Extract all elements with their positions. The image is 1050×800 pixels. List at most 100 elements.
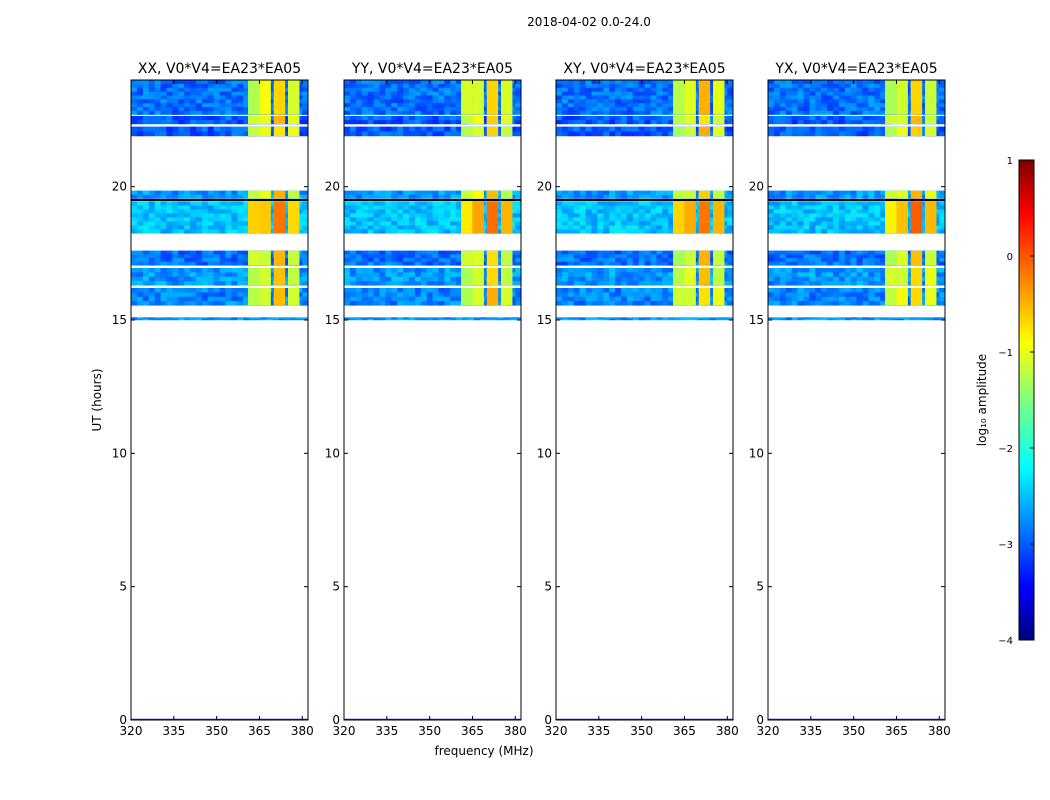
noise-cell bbox=[190, 131, 197, 137]
noise-cell bbox=[201, 317, 209, 320]
noise-cell bbox=[779, 190, 787, 196]
noise-cell bbox=[450, 292, 457, 298]
noise-cell bbox=[361, 190, 368, 196]
noise-cell bbox=[414, 194, 422, 200]
noise-cell bbox=[166, 209, 173, 214]
noise-cell bbox=[225, 254, 232, 259]
noise-cell bbox=[832, 87, 840, 92]
noise-cell bbox=[367, 272, 374, 278]
noise-cell bbox=[815, 296, 822, 302]
noise-cell bbox=[450, 120, 457, 125]
noise-cell bbox=[284, 106, 291, 112]
noise-cell bbox=[231, 80, 238, 85]
noise-cell bbox=[231, 221, 238, 226]
noise-cell bbox=[213, 229, 220, 234]
noise-cell bbox=[668, 292, 675, 298]
noise-cell bbox=[201, 268, 209, 273]
noise-cell bbox=[207, 205, 214, 210]
noise-cell bbox=[444, 268, 451, 273]
noise-cell bbox=[207, 250, 214, 255]
noise-cell bbox=[715, 317, 722, 320]
noise-cell bbox=[785, 80, 792, 85]
noise-cell bbox=[225, 110, 232, 116]
noise-cell bbox=[195, 221, 203, 226]
noise-cell bbox=[809, 194, 816, 200]
noise-cell bbox=[213, 91, 220, 96]
noise-cell bbox=[302, 126, 308, 132]
noise-cell bbox=[497, 83, 504, 89]
noise-cell bbox=[379, 225, 386, 230]
colorbar-tick-label: −1 bbox=[998, 348, 1013, 359]
noise-cell bbox=[515, 87, 521, 92]
noise-cell bbox=[791, 281, 798, 286]
noise-cell bbox=[644, 213, 651, 218]
noise-cell bbox=[573, 110, 580, 116]
noise-cell bbox=[414, 120, 422, 125]
noise-cell bbox=[773, 281, 781, 286]
noise-cell bbox=[556, 99, 563, 104]
noise-cell bbox=[880, 95, 887, 100]
noise-cell bbox=[438, 209, 445, 214]
noise-cell bbox=[136, 276, 144, 282]
noise-cell bbox=[166, 250, 173, 255]
noise-cell bbox=[850, 91, 857, 96]
noise-cell bbox=[207, 83, 214, 89]
noise-cell bbox=[626, 106, 634, 112]
noise-cell bbox=[597, 190, 604, 196]
noise-cell bbox=[785, 296, 792, 302]
noise-cell bbox=[779, 318, 787, 321]
noise-cell bbox=[243, 91, 250, 96]
noise-cell bbox=[391, 201, 398, 206]
noise-cell bbox=[579, 83, 586, 89]
noise-cell bbox=[184, 221, 191, 226]
noise-cell bbox=[207, 194, 214, 200]
noise-cell bbox=[497, 250, 504, 255]
noise-cell bbox=[344, 99, 351, 104]
noise-cell bbox=[166, 292, 173, 298]
noise-cell bbox=[561, 288, 569, 293]
noise-cell bbox=[379, 87, 386, 92]
noise-cell bbox=[779, 272, 787, 278]
noise-cell bbox=[367, 301, 374, 306]
noise-cell bbox=[361, 205, 368, 210]
noise-cell bbox=[903, 317, 910, 320]
noise-cell bbox=[266, 318, 273, 321]
noise-cell bbox=[862, 261, 869, 266]
noise-cell bbox=[284, 225, 291, 230]
noise-cell bbox=[172, 272, 179, 278]
noise-cell bbox=[201, 254, 209, 259]
noise-cell bbox=[591, 201, 598, 206]
noise-cell bbox=[195, 292, 203, 298]
noise-cell bbox=[697, 317, 704, 320]
noise-cell bbox=[373, 281, 380, 286]
noise-cell bbox=[709, 317, 716, 320]
noise-cell bbox=[231, 296, 238, 302]
noise-cell bbox=[367, 268, 374, 273]
noise-cell bbox=[154, 91, 161, 96]
noise-cell bbox=[862, 194, 869, 200]
noise-cell bbox=[785, 131, 792, 137]
noise-cell bbox=[148, 254, 155, 259]
noise-cell bbox=[685, 318, 693, 321]
noise-cell bbox=[620, 116, 628, 121]
noise-cell bbox=[148, 205, 155, 210]
noise-cell bbox=[361, 80, 368, 85]
noise-cell bbox=[373, 106, 380, 112]
noise-cell bbox=[195, 116, 203, 121]
noise-cell bbox=[632, 95, 639, 100]
noise-cell bbox=[414, 250, 422, 255]
noise-cell bbox=[809, 106, 816, 112]
noise-cell bbox=[838, 209, 846, 214]
noise-cell bbox=[785, 103, 792, 108]
noise-cell bbox=[556, 217, 563, 222]
noise-cell bbox=[579, 225, 586, 230]
noise-cell bbox=[444, 91, 451, 96]
noise-cell bbox=[791, 87, 798, 92]
noise-cell bbox=[497, 292, 504, 298]
noise-cell bbox=[195, 254, 203, 259]
noise-cell bbox=[225, 80, 232, 85]
noise-cell bbox=[201, 318, 209, 321]
noise-cell bbox=[620, 201, 628, 206]
noise-cell bbox=[225, 120, 232, 125]
